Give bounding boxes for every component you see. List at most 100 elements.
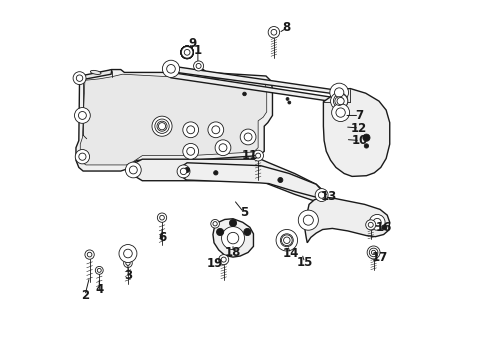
Circle shape xyxy=(336,98,344,105)
Text: 11: 11 xyxy=(241,149,258,162)
Circle shape xyxy=(240,129,255,145)
Text: 2: 2 xyxy=(81,289,89,302)
Ellipse shape xyxy=(90,71,101,75)
Circle shape xyxy=(166,64,175,73)
Circle shape xyxy=(270,30,276,35)
Polygon shape xyxy=(171,72,341,103)
Circle shape xyxy=(129,166,137,174)
Circle shape xyxy=(85,250,94,259)
Text: 10: 10 xyxy=(351,134,367,147)
Circle shape xyxy=(303,215,313,225)
Circle shape xyxy=(157,213,166,222)
Circle shape xyxy=(381,225,386,230)
Circle shape xyxy=(211,126,219,134)
Circle shape xyxy=(334,88,343,97)
Circle shape xyxy=(181,46,192,58)
Text: 15: 15 xyxy=(296,256,312,269)
Circle shape xyxy=(186,147,194,155)
Circle shape xyxy=(314,189,327,202)
Circle shape xyxy=(330,93,347,110)
Circle shape xyxy=(97,269,101,273)
Circle shape xyxy=(87,252,92,257)
Text: 8: 8 xyxy=(282,22,290,35)
Circle shape xyxy=(364,144,368,148)
Circle shape xyxy=(283,237,289,243)
Circle shape xyxy=(372,219,380,226)
Circle shape xyxy=(221,226,244,249)
Circle shape xyxy=(160,215,164,220)
Circle shape xyxy=(365,220,375,230)
Circle shape xyxy=(75,149,89,164)
Polygon shape xyxy=(76,68,272,171)
Circle shape xyxy=(334,97,343,105)
Circle shape xyxy=(329,83,348,102)
Circle shape xyxy=(193,61,203,71)
Circle shape xyxy=(285,98,288,100)
Circle shape xyxy=(186,126,194,134)
Polygon shape xyxy=(212,219,253,257)
Circle shape xyxy=(280,234,293,247)
Circle shape xyxy=(287,101,290,104)
Circle shape xyxy=(180,168,186,175)
Circle shape xyxy=(318,192,324,198)
Circle shape xyxy=(158,123,165,130)
Polygon shape xyxy=(304,197,389,243)
Circle shape xyxy=(369,249,376,256)
Circle shape xyxy=(196,63,201,68)
Polygon shape xyxy=(80,74,266,165)
Circle shape xyxy=(155,119,169,134)
Text: 19: 19 xyxy=(206,257,223,270)
Circle shape xyxy=(157,121,167,131)
Circle shape xyxy=(73,72,86,85)
Text: 7: 7 xyxy=(354,109,363,122)
Circle shape xyxy=(368,248,377,257)
Circle shape xyxy=(218,255,228,265)
Circle shape xyxy=(371,250,375,255)
Circle shape xyxy=(267,27,279,38)
Circle shape xyxy=(183,143,198,159)
Circle shape xyxy=(162,60,179,77)
Circle shape xyxy=(184,49,190,55)
Circle shape xyxy=(177,165,190,178)
Circle shape xyxy=(331,104,349,122)
Circle shape xyxy=(213,171,218,175)
Polygon shape xyxy=(171,66,340,95)
Circle shape xyxy=(210,220,219,228)
Circle shape xyxy=(183,122,198,138)
Circle shape xyxy=(119,244,137,262)
Circle shape xyxy=(76,75,82,81)
Circle shape xyxy=(333,94,347,108)
Circle shape xyxy=(78,112,86,120)
Circle shape xyxy=(335,108,345,117)
Circle shape xyxy=(362,134,369,141)
Circle shape xyxy=(221,257,226,262)
Polygon shape xyxy=(129,159,324,202)
Text: 13: 13 xyxy=(320,190,336,203)
Polygon shape xyxy=(178,163,322,197)
Circle shape xyxy=(152,116,172,136)
Circle shape xyxy=(244,228,250,235)
Circle shape xyxy=(252,150,263,161)
Circle shape xyxy=(125,162,141,178)
Text: 9: 9 xyxy=(188,36,196,50)
Circle shape xyxy=(207,122,223,138)
Circle shape xyxy=(244,133,251,141)
Text: 14: 14 xyxy=(282,247,298,260)
Text: 4: 4 xyxy=(95,283,103,296)
Circle shape xyxy=(255,153,260,158)
Text: 12: 12 xyxy=(350,122,366,135)
Circle shape xyxy=(125,261,130,265)
Circle shape xyxy=(277,177,282,183)
Circle shape xyxy=(123,259,132,267)
Circle shape xyxy=(242,92,246,96)
Circle shape xyxy=(215,140,230,156)
Circle shape xyxy=(367,222,372,227)
Text: 5: 5 xyxy=(239,206,247,219)
Circle shape xyxy=(79,153,86,160)
Circle shape xyxy=(184,167,189,172)
Circle shape xyxy=(219,144,226,152)
Circle shape xyxy=(227,232,238,244)
Circle shape xyxy=(212,222,217,226)
Circle shape xyxy=(298,210,318,230)
Text: 6: 6 xyxy=(158,231,166,244)
